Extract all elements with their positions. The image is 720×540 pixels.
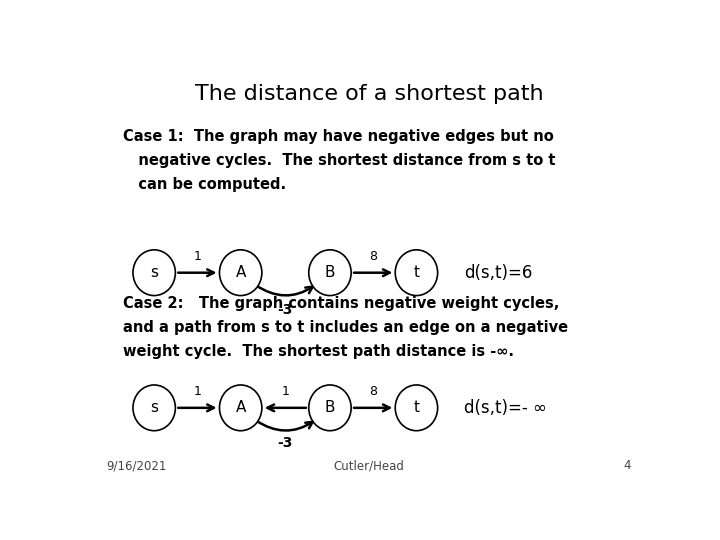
Text: d(s,t)=- ∞: d(s,t)=- ∞ [464,399,546,417]
FancyArrowPatch shape [256,285,312,295]
Text: s: s [150,400,158,415]
Text: Cutler/Head: Cutler/Head [333,460,405,472]
Text: weight cycle.  The shortest path distance is -∞.: weight cycle. The shortest path distance… [124,344,515,359]
Text: 8: 8 [369,384,377,397]
Text: -3: -3 [278,303,293,317]
Text: negative cycles.  The shortest distance from s to t: negative cycles. The shortest distance f… [124,153,556,168]
Text: Case 1:  The graph may have negative edges but no: Case 1: The graph may have negative edge… [124,129,554,144]
Text: t: t [413,400,420,415]
Text: -3: -3 [278,436,293,450]
Text: 4: 4 [624,460,631,472]
Text: 1: 1 [194,384,202,397]
Ellipse shape [309,385,351,431]
Text: B: B [325,265,336,280]
Text: The distance of a shortest path: The distance of a shortest path [194,84,544,104]
Ellipse shape [309,250,351,295]
FancyArrowPatch shape [256,420,312,430]
Text: 8: 8 [369,249,377,262]
Ellipse shape [133,250,176,295]
Ellipse shape [133,385,176,431]
Text: and a path from s to t includes an edge on a negative: and a path from s to t includes an edge … [124,320,569,335]
Ellipse shape [220,385,262,431]
Text: Case 2:   The graph contains negative weight cycles,: Case 2: The graph contains negative weig… [124,295,560,310]
Text: t: t [413,265,420,280]
Text: can be computed.: can be computed. [124,178,287,192]
Ellipse shape [220,250,262,295]
Text: s: s [150,265,158,280]
Text: A: A [235,400,246,415]
Text: 9/16/2021: 9/16/2021 [107,460,167,472]
Text: 1: 1 [282,384,289,397]
Text: A: A [235,265,246,280]
Ellipse shape [395,250,438,295]
Text: B: B [325,400,336,415]
Ellipse shape [395,385,438,431]
Text: 1: 1 [194,249,202,262]
Text: d(s,t)=6: d(s,t)=6 [464,264,532,282]
